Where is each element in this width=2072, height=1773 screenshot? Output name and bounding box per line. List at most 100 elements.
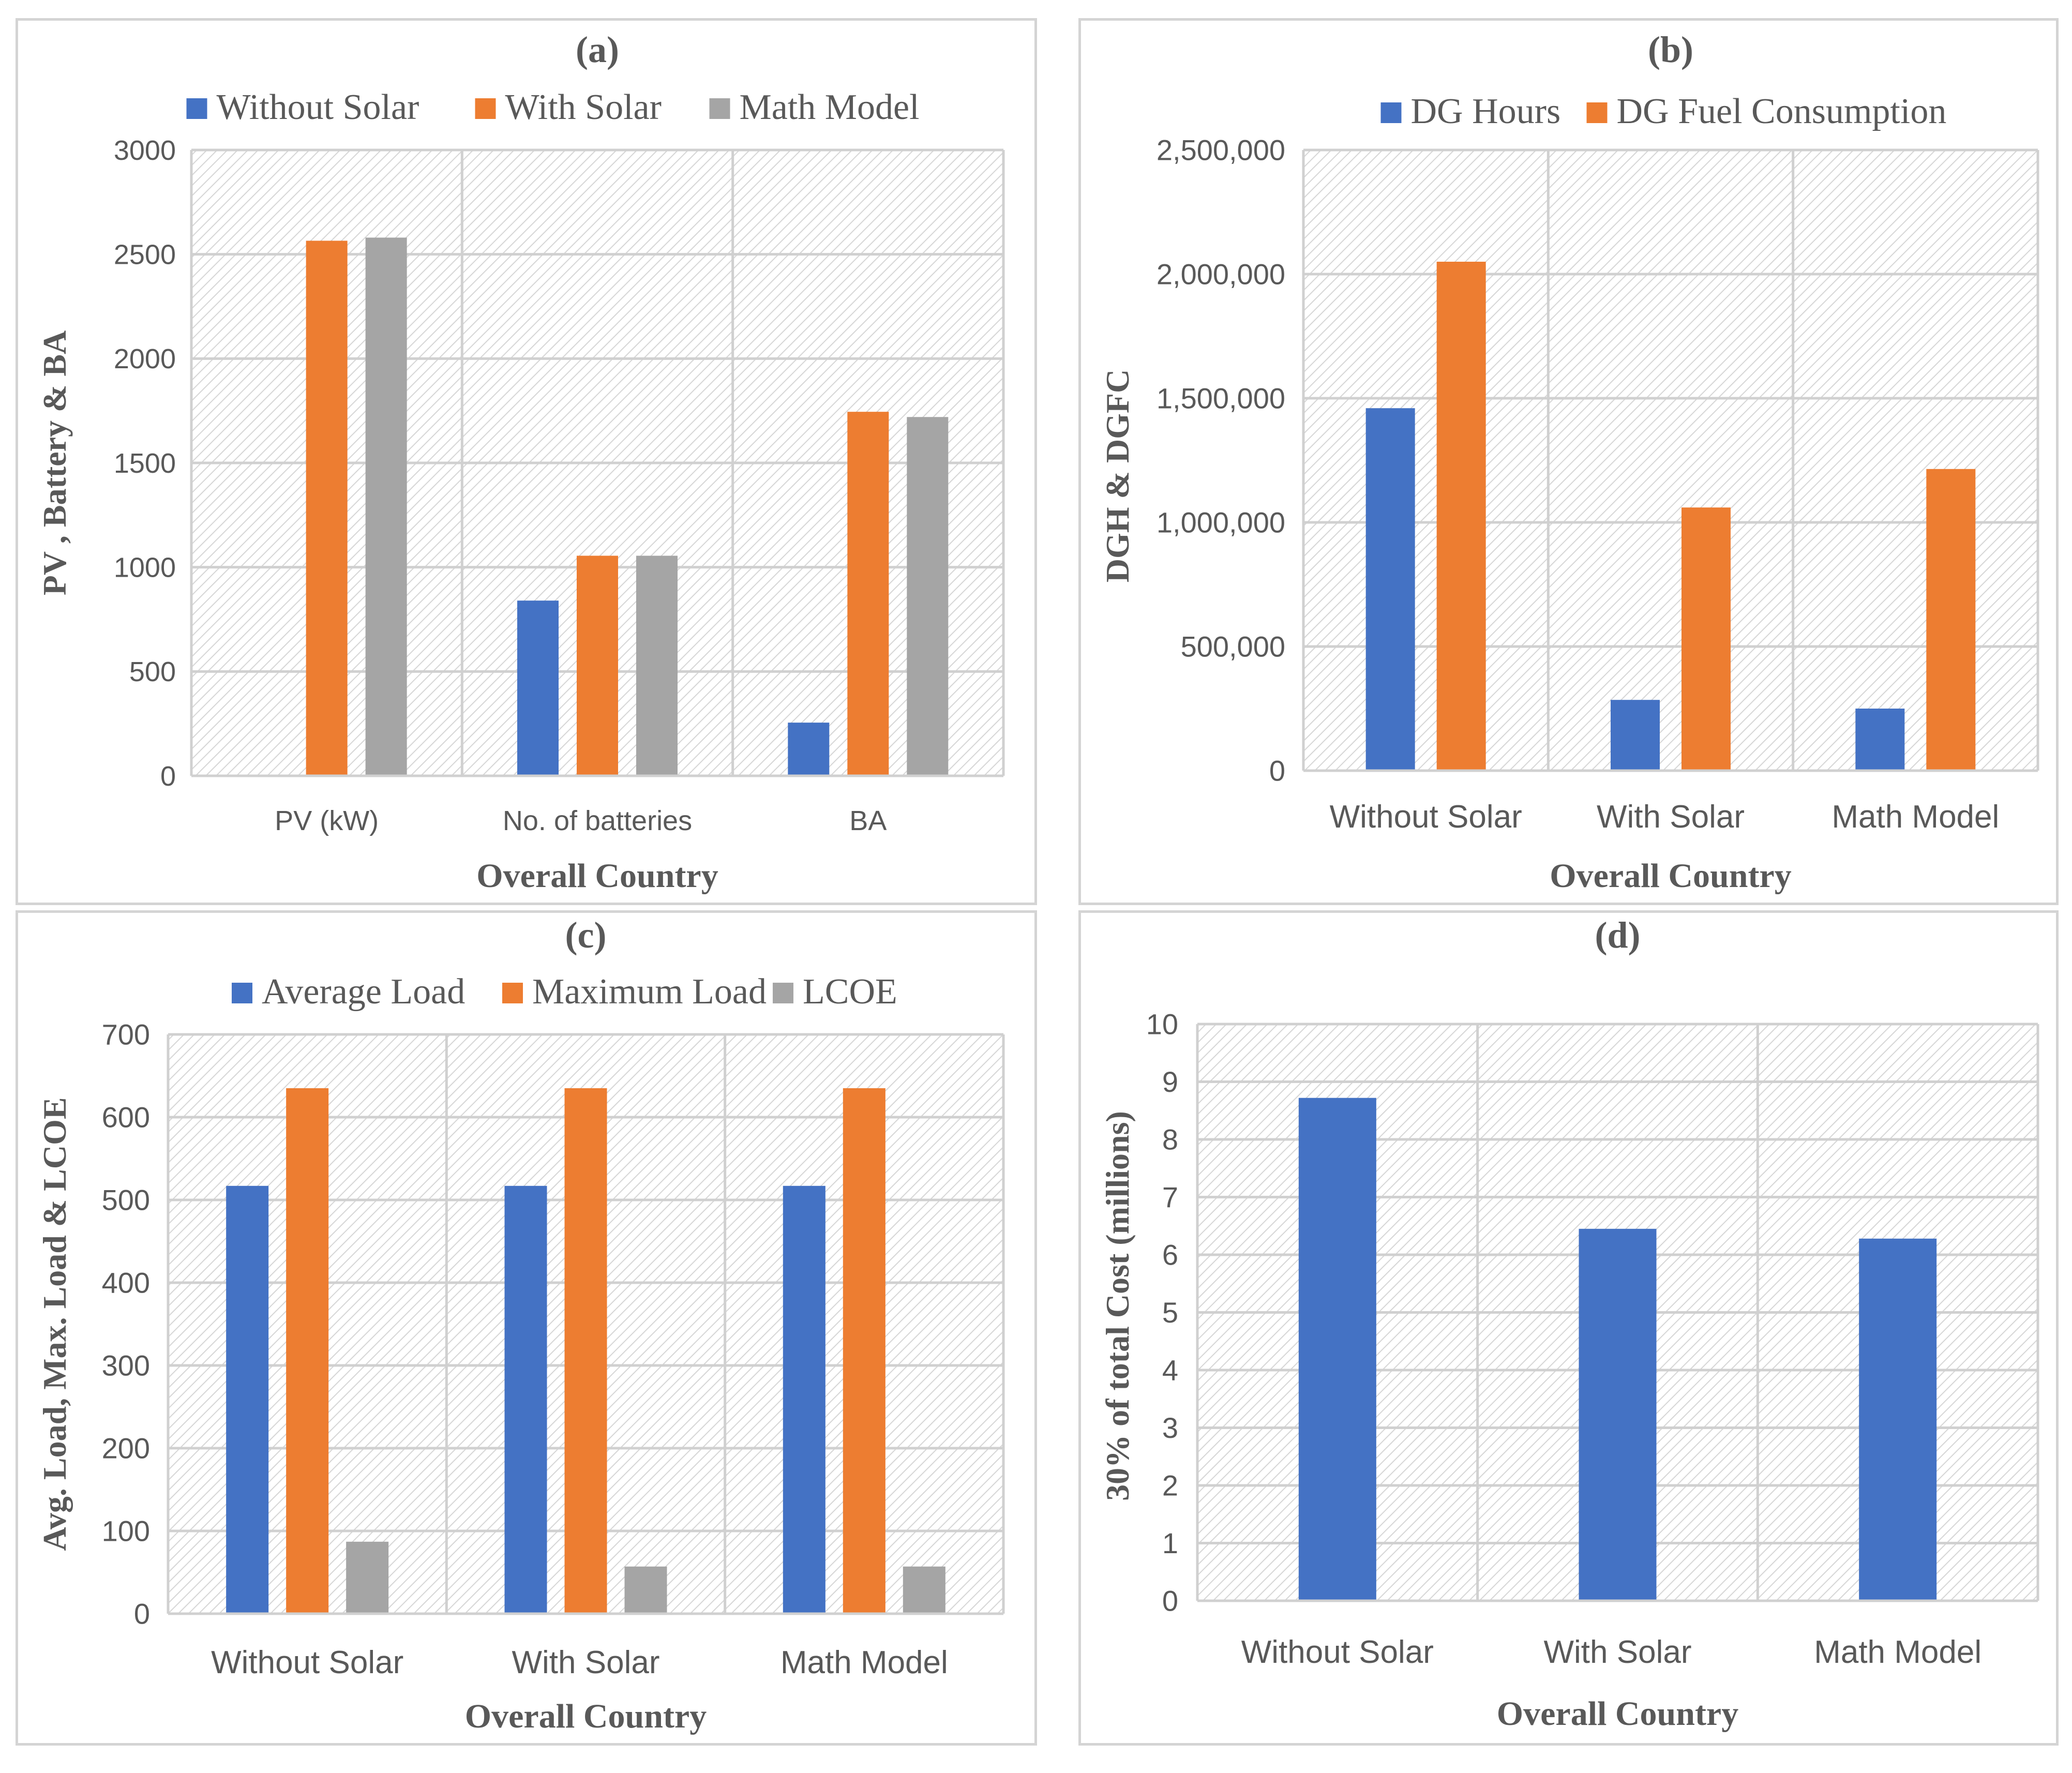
bar-a-without-solar-2 [788, 723, 830, 776]
chart-panel-c: 0 100 200 300 400 500 600 700 Without Solar With … [16, 910, 1037, 1746]
x-tick-label: Without Solar [1330, 799, 1522, 835]
chart-title: (b) [1648, 29, 1693, 70]
bar-d-30-of-total-cost-0 [1298, 1098, 1376, 1601]
y-tick-label: 1 [1162, 1527, 1178, 1559]
legend-swatch [475, 98, 496, 119]
bar-a-without-solar-1 [517, 600, 559, 776]
plot-area [1303, 150, 2038, 771]
x-tick-label: Math Model [1831, 799, 1999, 835]
legend-label: With Solar [505, 87, 662, 127]
bar-c-average-load-0 [226, 1185, 269, 1614]
bar-a-with-solar-0 [306, 241, 348, 776]
x-tick-label: With Solar [512, 1645, 660, 1680]
y-tick-label: 7 [1162, 1181, 1178, 1213]
bar-c-maximum-load-1 [564, 1088, 607, 1614]
y-tick-label: 3000 [114, 135, 176, 166]
x-tick-label: Math Model [780, 1645, 948, 1680]
legend-swatch [502, 983, 523, 1003]
legend-swatch [709, 98, 730, 119]
y-tick-label: 200 [102, 1432, 150, 1465]
legend-swatch [232, 983, 252, 1003]
y-tick-label: 0 [1162, 1585, 1178, 1617]
x-axis-title: Overall Country [1497, 1695, 1738, 1733]
bar-b-dg-fuel-consumption-2 [1926, 469, 1976, 771]
chart-b: 0 500,000 1,000,000 1,500,000 2,000,000 2,500… [1099, 29, 2039, 895]
legend-label: LCOE [803, 972, 897, 1012]
y-tick-label: 1,000,000 [1157, 506, 1285, 539]
y-tick-label: 6 [1162, 1239, 1178, 1271]
chart-panel-b: 0 500,000 1,000,000 1,500,000 2,000,000 2,500… [1078, 18, 2059, 905]
y-tick-label: 2 [1162, 1469, 1178, 1502]
y-tick-label: 300 [102, 1349, 150, 1382]
y-tick-label: 500 [102, 1184, 150, 1216]
chart-d: 0 1 2 3 4 5 6 7 8 9 10 Without Solar With Solar Math … [1099, 914, 2039, 1733]
y-tick-label: 0 [160, 761, 176, 792]
bar-a-math-model-1 [636, 555, 678, 776]
y-axis-title: PV , Battery & BA [36, 330, 73, 596]
chart-title: (d) [1595, 914, 1641, 956]
x-axis-title: Overall Country [465, 1697, 707, 1735]
bar-d-30-of-total-cost-1 [1579, 1228, 1657, 1601]
bar-a-math-model-0 [365, 237, 407, 776]
y-tick-label: 2,000,000 [1157, 258, 1285, 291]
x-tick-label: Without Solar [211, 1645, 403, 1680]
bar-c-average-load-2 [783, 1185, 825, 1614]
legend: DG Hours DG Fuel Consumption [1380, 92, 1946, 131]
chart-panel-a: 0 500 1000 1500 2000 2500 3000 PV (kW) No. of ba… [16, 18, 1037, 905]
bar-a-with-solar-2 [847, 412, 889, 776]
y-axis-title: Avg. Load, Max. Load & LCOE [36, 1097, 73, 1551]
y-tick-label: 700 [102, 1018, 150, 1051]
y-tick-label: 100 [102, 1515, 150, 1547]
y-tick-label: 2000 [114, 343, 176, 374]
y-tick-label: 500 [129, 656, 176, 687]
x-axis-title: Overall Country [476, 857, 718, 895]
chart-panel-d: 0 1 2 3 4 5 6 7 8 9 10 Without Solar With Solar Math … [1078, 910, 2059, 1746]
y-axis-title: 30% of total Cost (millions) [1099, 1111, 1136, 1501]
x-tick-label: Math Model [1814, 1634, 1981, 1670]
bar-a-with-solar-1 [577, 555, 618, 776]
y-tick-label: 1500 [114, 448, 176, 479]
x-tick-label: PV (kW) [275, 805, 379, 836]
legend-swatch [1586, 102, 1608, 123]
chart-title: (a) [576, 29, 619, 70]
legend-swatch [1380, 102, 1402, 123]
y-axis-title: DGH & DGFC [1099, 369, 1136, 582]
bar-a-math-model-2 [907, 417, 949, 776]
legend-swatch [186, 98, 207, 119]
bar-b-dg-hours-0 [1365, 408, 1415, 771]
y-tick-label: 0 [134, 1598, 150, 1630]
y-tick-label: 600 [102, 1101, 150, 1134]
legend-label: DG Hours [1411, 92, 1561, 131]
x-tick-label: BA [849, 805, 887, 836]
legend: Without Solar With Solar Math Model [186, 87, 920, 127]
bar-c-lcoe-2 [903, 1566, 945, 1614]
y-tick-label: 3 [1162, 1411, 1178, 1444]
chart-c: 0 100 200 300 400 500 600 700 Without Solar With … [36, 914, 1005, 1735]
legend-label: Maximum Load [532, 972, 767, 1012]
y-tick-label: 1,500,000 [1157, 382, 1285, 415]
y-tick-label: 2,500,000 [1157, 134, 1285, 167]
legend-label: Math Model [740, 87, 920, 127]
y-tick-label: 2500 [114, 239, 176, 271]
legend-label: Without Solar [217, 87, 419, 127]
bar-c-maximum-load-0 [286, 1088, 329, 1614]
x-tick-label: Without Solar [1241, 1634, 1434, 1670]
y-tick-label: 8 [1162, 1123, 1178, 1156]
bar-b-dg-hours-2 [1855, 709, 1905, 771]
x-tick-label: With Solar [1544, 1634, 1692, 1670]
y-tick-label: 10 [1146, 1008, 1178, 1041]
bar-c-average-load-1 [504, 1185, 547, 1614]
bar-b-dg-fuel-consumption-1 [1681, 507, 1731, 771]
bar-b-dg-fuel-consumption-0 [1436, 262, 1486, 771]
chart-title: (c) [565, 914, 607, 956]
y-tick-label: 4 [1162, 1354, 1178, 1387]
y-tick-label: 5 [1162, 1296, 1178, 1329]
bar-b-dg-hours-1 [1611, 700, 1660, 771]
chart-a: 0 500 1000 1500 2000 2500 3000 PV (kW) No. of ba… [36, 29, 1005, 895]
bar-c-lcoe-0 [346, 1541, 389, 1614]
y-tick-label: 400 [102, 1267, 150, 1299]
bar-d-30-of-total-cost-2 [1859, 1238, 1937, 1601]
y-tick-label: 0 [1269, 755, 1285, 787]
x-tick-label: With Solar [1597, 799, 1745, 835]
bar-c-maximum-load-2 [843, 1088, 885, 1614]
